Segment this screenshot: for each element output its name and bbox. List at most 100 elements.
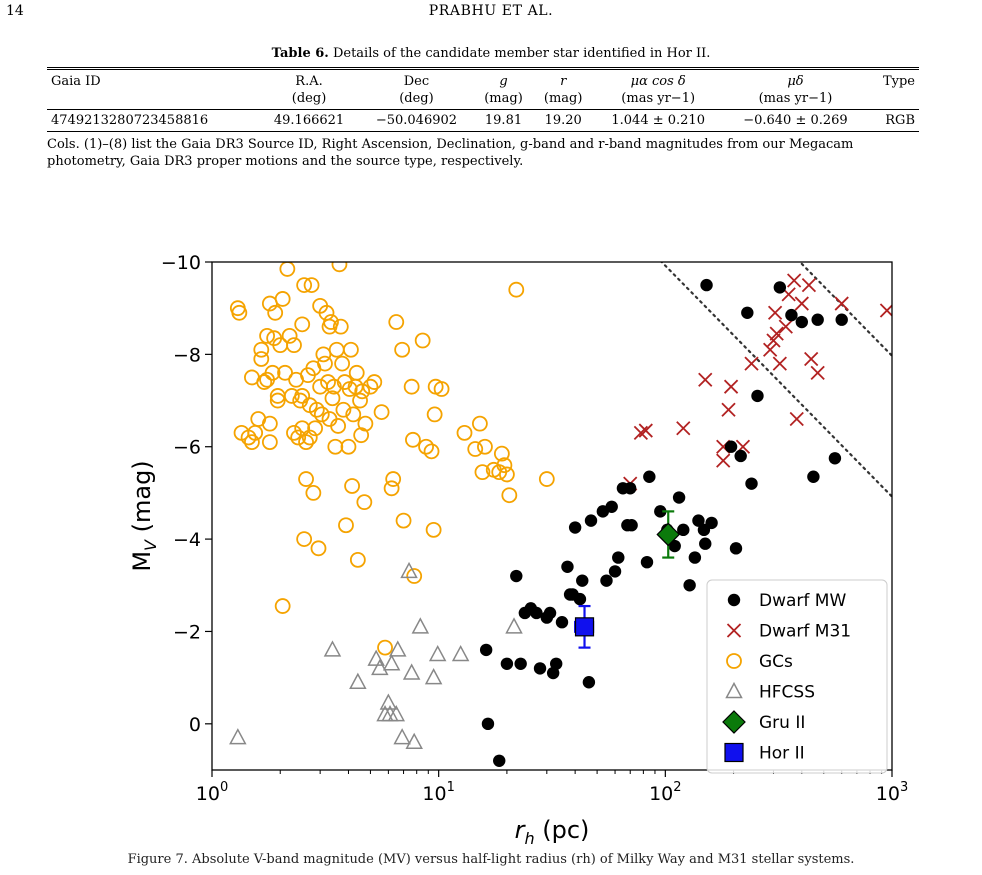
gcs-point (467, 441, 484, 457)
gcs-point (286, 337, 302, 354)
y-axis-label: MV (mag) (128, 460, 160, 571)
reference-lines (660, 262, 892, 499)
gcs-point (274, 598, 291, 614)
unit-type (867, 90, 919, 110)
table-caption-label: Table 6. (271, 46, 329, 61)
hfcss-point (393, 728, 411, 745)
gcs-point (340, 438, 357, 455)
gcs-point (331, 262, 348, 273)
gcs-point (313, 406, 330, 423)
gcs-point (305, 485, 322, 501)
dwarf-m31-point (804, 351, 819, 367)
gcs-point (342, 341, 359, 358)
gcs-point (294, 316, 311, 333)
dwarf-mw-point (692, 514, 705, 527)
reference-line (660, 262, 892, 499)
dwarf-mw-point (514, 657, 527, 670)
y-tick-label: −10 (161, 252, 201, 274)
y-tick-label: −8 (173, 344, 201, 366)
gcs-point (474, 464, 491, 481)
gcs-point (344, 478, 360, 494)
gcs-point (296, 277, 313, 293)
gcs-point (323, 314, 339, 330)
dwarf-m31-point (766, 333, 781, 348)
table-row: 4749213280723458816 49.166621 −50.046902… (47, 109, 919, 132)
gcs-point (274, 291, 291, 307)
unit-ra: (deg) (258, 90, 360, 110)
gcs-point (414, 332, 431, 349)
gru-ii-point (656, 522, 681, 547)
x-axis-label: rh (pc) (515, 816, 590, 848)
header-pmdec: μδ (787, 74, 804, 89)
cell-gaia-id: 4749213280723458816 (47, 109, 259, 132)
scatter-chart: 100 101 102 103 −10 −8 −6 −4 −2 0 MV (mag) rh (pc… (128, 252, 908, 848)
gcs-point (406, 568, 423, 584)
hfcss-point (424, 668, 443, 685)
legend-marker-gru-ii (722, 710, 746, 734)
dwarf-m31-point (698, 372, 713, 387)
dwarf-mw-point (795, 315, 809, 329)
legend-label-dwarf-mw: Dwarf MW (759, 591, 846, 611)
hfcss-point (428, 644, 447, 662)
header-g: g (499, 74, 508, 89)
hfcss-point (389, 640, 407, 657)
unit-gaia-id (47, 90, 259, 110)
legend-item-dwarf-mw: Dwarf MW (727, 591, 846, 611)
header-dec: Dec (403, 74, 430, 89)
dwarf-mw-point (533, 662, 547, 675)
dwarf-m31-point (723, 379, 739, 394)
dwarf-mw-point (643, 470, 656, 483)
gcs-point (335, 401, 352, 418)
gcs-point (349, 551, 366, 568)
dwarf-m31-point (716, 453, 731, 468)
dwarf-m31-point (638, 423, 653, 438)
gcs-point (477, 438, 493, 455)
x-tick-label: 100 (196, 780, 228, 805)
gcs-point (290, 429, 307, 446)
legend-label-hfcss: HFCSS (759, 683, 815, 703)
legend-item-dwarf-m31: Dwarf M31 (726, 622, 851, 642)
dwarf-mw-point (625, 519, 638, 532)
gcs-point (356, 494, 373, 511)
legend-label-gru-ii: Gru II (759, 713, 805, 733)
cell-g: 19.81 (473, 109, 534, 132)
dwarf-m31-point (778, 319, 793, 334)
gcs-point (352, 392, 368, 409)
dwarf-mw-point (745, 477, 758, 490)
dwarf-mw-point (734, 449, 747, 463)
gcs-point (425, 521, 442, 538)
dwarf-mw-point (741, 306, 754, 319)
hfcss-point (451, 644, 470, 662)
unit-pmdec: (mas yr−1) (723, 90, 868, 110)
header-pmra: μα cos δ (630, 74, 686, 89)
gcs-point (357, 415, 374, 432)
cell-type: RGB (867, 109, 919, 132)
dwarf-mw-point (807, 470, 820, 483)
dwarf-m31-point (767, 305, 783, 320)
gcs-point (377, 639, 393, 656)
header-r: r (560, 74, 567, 89)
gcs-point (283, 388, 300, 404)
legend-marker-dwarf-mw (727, 593, 741, 607)
dwarf-mw-point (700, 278, 713, 292)
hor-ii-point (574, 617, 595, 637)
dwarf-mw-point (773, 281, 787, 294)
gcs-point (433, 381, 450, 397)
gcs-point (334, 355, 351, 372)
header-type: Type (882, 74, 915, 89)
dwarf-mw-point (705, 516, 718, 530)
gcs-point (403, 378, 420, 395)
dwarf-m31-point (633, 425, 649, 441)
gcs-point (244, 434, 260, 451)
gcs-point (261, 415, 278, 432)
gcs-point (264, 364, 281, 381)
dwarf-m31-point (801, 277, 817, 293)
dwarf-m31-point (794, 296, 809, 311)
gcs-point (471, 415, 488, 432)
dwarf-mw-point (576, 574, 589, 587)
dwarf-mw-point (828, 452, 842, 465)
dwarf-mw-point (724, 440, 738, 453)
gcs-point (269, 392, 286, 409)
gcs-point (298, 434, 314, 451)
plot-frame (211, 261, 893, 771)
